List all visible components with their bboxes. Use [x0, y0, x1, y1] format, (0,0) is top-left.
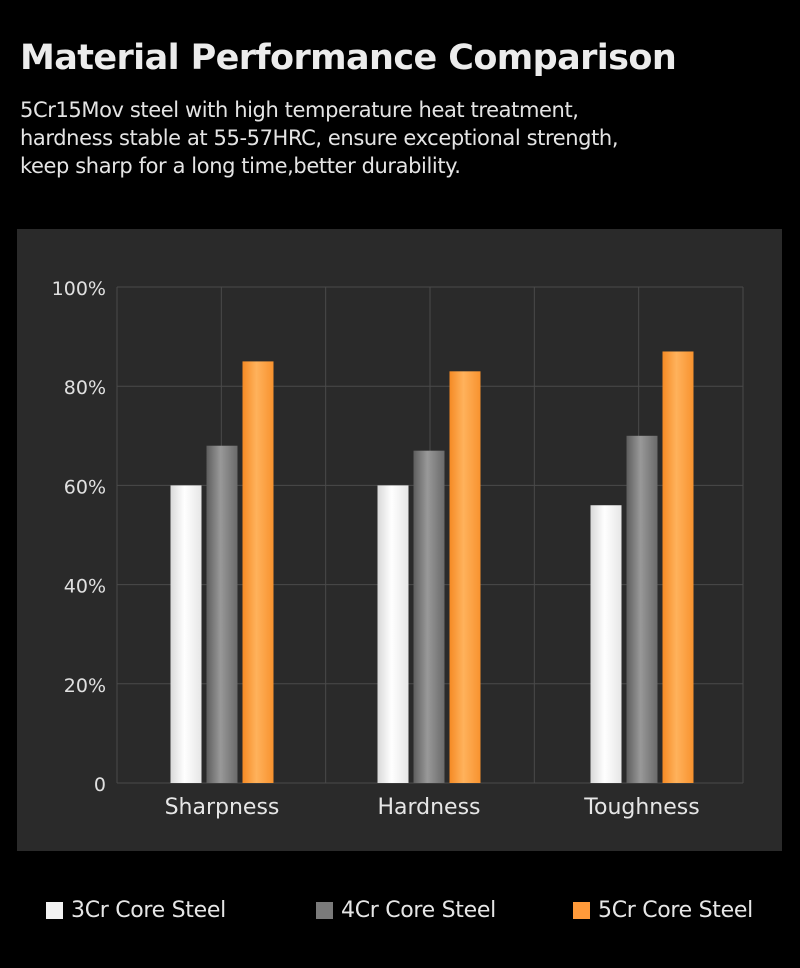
- legend: 3Cr Core Steel 4Cr Core Steel 5Cr Core S…: [0, 893, 800, 927]
- bar-sharpness-5cr: [242, 361, 274, 783]
- y-tick-label: 60%: [64, 476, 106, 498]
- page-title: Material Performance Comparison: [20, 38, 677, 78]
- y-tick-label: 0: [94, 774, 106, 796]
- legend-label-4cr: 4Cr Core Steel: [341, 897, 496, 923]
- legend-label-3cr: 3Cr Core Steel: [71, 897, 226, 923]
- y-tick-label: 100%: [52, 278, 106, 300]
- legend-label-5cr: 5Cr Core Steel: [598, 897, 753, 923]
- bar-toughness-4cr: [626, 435, 658, 783]
- description-line-1: 5Cr15Mov steel with high temperature hea…: [20, 98, 579, 122]
- bar-hardness-3cr: [377, 485, 409, 783]
- legend-item-3cr: 3Cr Core Steel: [46, 893, 226, 927]
- y-axis: 0 20% 40% 60% 80% 100%: [52, 278, 106, 796]
- x-tick-label-hardness: Hardness: [377, 795, 480, 820]
- bar-toughness-3cr: [590, 505, 622, 783]
- bar-toughness-5cr: [662, 351, 694, 783]
- legend-swatch-5cr: [573, 901, 590, 919]
- bar-hardness-5cr: [449, 371, 481, 783]
- description-line-2: hardness stable at 55-57HRC, ensure exce…: [20, 126, 619, 150]
- x-tick-label-toughness: Toughness: [583, 795, 699, 820]
- x-tick-label-sharpness: Sharpness: [165, 795, 280, 820]
- bars: [170, 351, 694, 783]
- y-tick-label: 80%: [64, 377, 106, 399]
- legend-swatch-4cr: [316, 901, 333, 919]
- y-tick-label: 20%: [64, 675, 106, 697]
- description: 5Cr15Mov steel with high temperature hea…: [20, 96, 619, 180]
- bar-hardness-4cr: [413, 450, 445, 783]
- legend-item-5cr: 5Cr Core Steel: [573, 893, 753, 927]
- x-axis: Sharpness Hardness Toughness: [165, 795, 700, 820]
- bar-sharpness-3cr: [170, 485, 202, 783]
- y-tick-label: 40%: [64, 576, 106, 598]
- legend-swatch-3cr: [46, 901, 63, 919]
- bar-sharpness-4cr: [206, 445, 238, 783]
- legend-item-4cr: 4Cr Core Steel: [316, 893, 496, 927]
- description-line-3: keep sharp for a long time,better durabi…: [20, 154, 461, 178]
